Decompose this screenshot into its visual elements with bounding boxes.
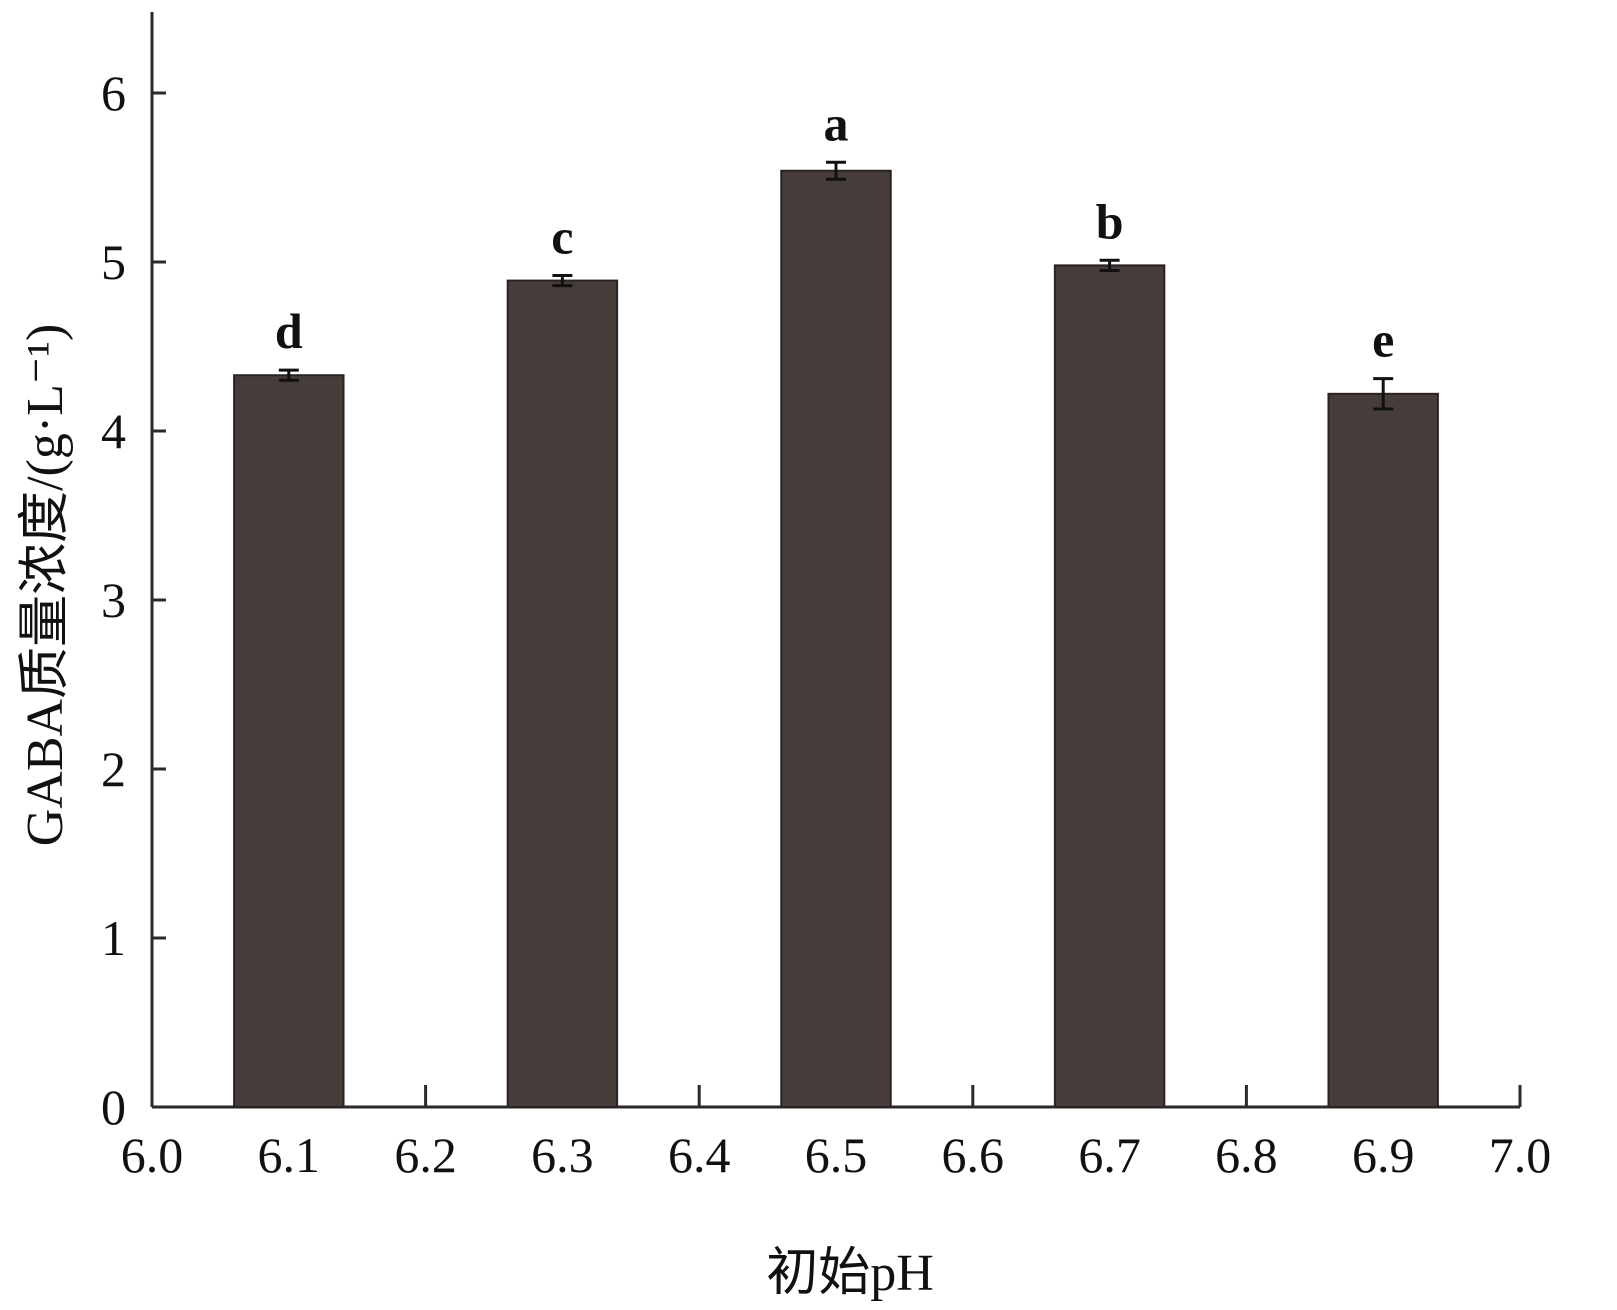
bar xyxy=(780,169,892,1109)
x-tick-label: 6.6 xyxy=(942,1127,1005,1183)
x-tick-label: 6.3 xyxy=(531,1127,594,1183)
y-axis-title: GABA质量浓度/(g·L⁻¹) xyxy=(17,324,74,847)
significance-label: d xyxy=(275,303,303,359)
x-tick-label: 6.7 xyxy=(1078,1127,1141,1183)
plot-area: 0 1 2 3 4 5 6 6.0 6.1 6.2 6.3 6.4 6.5 6.6 6.7 6.8 6.9 7.0… xyxy=(101,12,1551,1183)
x-tick-label: 6.1 xyxy=(258,1127,321,1183)
bar xyxy=(1053,264,1166,1108)
y-tick-label: 0 xyxy=(101,1079,126,1135)
x-tick-label: 6.0 xyxy=(121,1127,184,1183)
x-axis-title: 初始pH xyxy=(766,1245,934,1302)
x-tick-label: 7.0 xyxy=(1489,1127,1552,1183)
bar xyxy=(1327,392,1439,1108)
significance-label: a xyxy=(824,95,849,151)
x-tick-label: 6.4 xyxy=(668,1127,731,1183)
bar xyxy=(233,374,345,1109)
y-tick-label: 5 xyxy=(101,234,126,290)
x-tick-label: 6.5 xyxy=(805,1127,868,1183)
x-tick-label: 6.9 xyxy=(1352,1127,1415,1183)
y-tick-label: 2 xyxy=(101,741,126,797)
y-tick-label: 4 xyxy=(101,403,126,459)
bar xyxy=(506,279,619,1108)
significance-label: b xyxy=(1096,193,1124,249)
significance-label: c xyxy=(551,209,573,265)
y-tick-label: 3 xyxy=(101,572,126,628)
x-tick-label: 6.8 xyxy=(1215,1127,1278,1183)
y-tick-label: 1 xyxy=(101,910,126,966)
y-tick-label: 6 xyxy=(101,65,126,121)
significance-label: e xyxy=(1372,312,1394,368)
x-tick-label: 6.2 xyxy=(394,1127,457,1183)
